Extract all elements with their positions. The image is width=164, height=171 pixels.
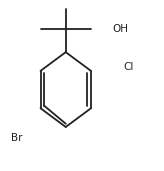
Text: Br: Br: [11, 133, 23, 143]
Text: OH: OH: [112, 24, 128, 34]
Text: Cl: Cl: [123, 62, 134, 72]
